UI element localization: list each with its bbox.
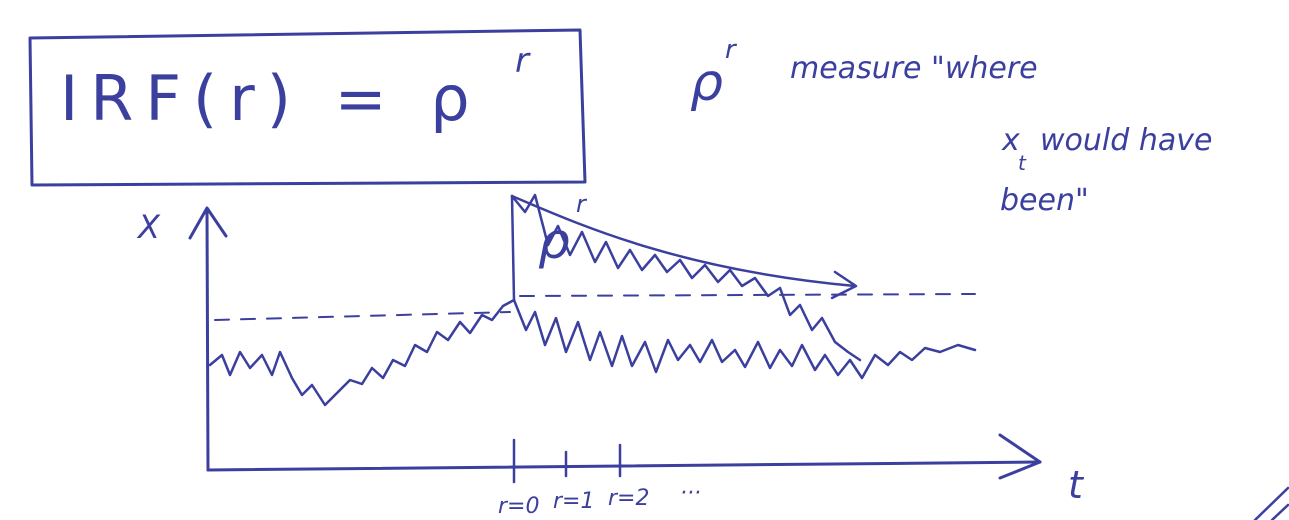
tick-label: r=1 [553, 489, 594, 514]
note-symbol-exponent: r [725, 35, 738, 65]
decay-curve [510, 194, 857, 288]
y-axis-arrowhead [188, 206, 228, 240]
note-line2-rest: would have [1040, 123, 1212, 158]
time-series-path [208, 298, 977, 407]
shock-jump-line [510, 194, 516, 302]
formula-box: IRF(r) = ρ r [28, 28, 587, 187]
note-line1: measure "where [790, 51, 1038, 86]
decay-label-exponent: r [576, 190, 588, 218]
shocked-path [510, 193, 862, 362]
note-line2-var: x [1001, 123, 1020, 158]
x-axis-arrowhead [998, 433, 1042, 480]
note-symbol: ρ [690, 53, 723, 113]
note-line3: been" [1000, 183, 1089, 218]
y-axis [205, 208, 210, 472]
tick-ellipsis: ··· [680, 481, 701, 506]
x-axis [206, 460, 1042, 472]
tick-label: r=2 [608, 486, 649, 511]
decay-label: ρ [538, 212, 570, 270]
y-axis-label: X [136, 208, 161, 246]
formula-exponent: r [515, 41, 531, 81]
x-axis-ticks: r=0 r=1 r=2 ··· [498, 438, 701, 519]
shock-level-dashed-line [519, 293, 976, 297]
edge-stroke-mark [1253, 486, 1289, 520]
decay-curve-arrowhead [830, 270, 858, 300]
tick-label: r=0 [498, 494, 539, 519]
mean-dashed-line [214, 311, 511, 321]
note-line2-sub: t [1018, 151, 1027, 175]
x-axis-label: t [1068, 463, 1085, 507]
axes: X t [136, 206, 1085, 507]
note: ρ r measure "where x t would have been" [690, 35, 1212, 218]
formula-text: IRF(r) = ρ [60, 62, 482, 135]
formula-box-frame [28, 28, 587, 187]
